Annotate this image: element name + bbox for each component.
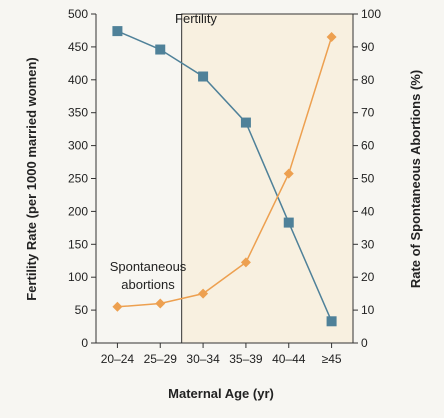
y-left-tick-label: 350 — [68, 106, 88, 120]
y-right-tick-label: 90 — [361, 40, 375, 54]
y-right-tick-label: 80 — [361, 73, 375, 87]
y-left-tick-label: 0 — [81, 336, 88, 350]
x-tick-label: 20–24 — [101, 352, 135, 366]
x-tick-label: 40–44 — [272, 352, 306, 366]
spontaneous-abortions-point — [283, 168, 294, 179]
spontaneous-abortions-annotation-line1: Spontaneous — [110, 259, 187, 274]
y-left-tick-label: 200 — [68, 204, 88, 218]
fertility-annotation: Fertility — [175, 11, 217, 26]
y-left-tick-label: 300 — [68, 139, 88, 153]
y-left-tick-label: 450 — [68, 40, 88, 54]
fertility-point — [326, 316, 337, 327]
x-tick-label: 25–29 — [144, 352, 178, 366]
y-left-tick-label: 250 — [68, 172, 88, 186]
y-left-tick-label: 100 — [68, 270, 88, 284]
spontaneous-abortions-line — [117, 36, 333, 308]
spontaneous-abortions-point — [326, 32, 337, 43]
spontaneous-abortions-annotation-line2: abortions — [121, 277, 175, 292]
x-tick-label: 30–34 — [186, 352, 220, 366]
y-axis-left-title: Fertility Rate (per 1000 married women) — [24, 57, 39, 300]
y-right-tick-label: 100 — [361, 7, 381, 21]
x-axis-title: Maternal Age (yr) — [168, 386, 274, 401]
fertility-point — [240, 117, 251, 128]
y-right-tick-label: 0 — [361, 336, 368, 350]
y-right-tick-label: 20 — [361, 270, 375, 284]
spontaneous-abortions-point — [198, 288, 209, 299]
y-right-tick-label: 30 — [361, 237, 375, 251]
fertility-line — [117, 30, 333, 322]
y-right-tick-label: 50 — [361, 172, 375, 186]
spontaneous-abortions-point — [112, 301, 123, 312]
y-right-tick-label: 40 — [361, 204, 375, 218]
y-left-tick-label: 500 — [68, 7, 88, 21]
x-tick-label: ≥45 — [322, 352, 342, 366]
x-tick-label: 35–39 — [229, 352, 263, 366]
fertility-point — [283, 217, 294, 228]
fertility-point — [198, 71, 209, 82]
y-left-tick-label: 400 — [68, 73, 88, 87]
fertility-point — [155, 44, 166, 55]
spontaneous-abortions-point — [240, 257, 251, 268]
fertility-point — [112, 26, 123, 37]
y-left-tick-label: 50 — [75, 303, 89, 317]
spontaneous-abortions-point — [155, 298, 166, 309]
y-right-tick-label: 60 — [361, 139, 375, 153]
y-axis-right-title: Rate of Spontaneous Abortions (%) — [408, 70, 423, 288]
y-right-tick-label: 10 — [361, 303, 375, 317]
y-left-tick-label: 150 — [68, 237, 88, 251]
y-right-tick-label: 70 — [361, 106, 375, 120]
